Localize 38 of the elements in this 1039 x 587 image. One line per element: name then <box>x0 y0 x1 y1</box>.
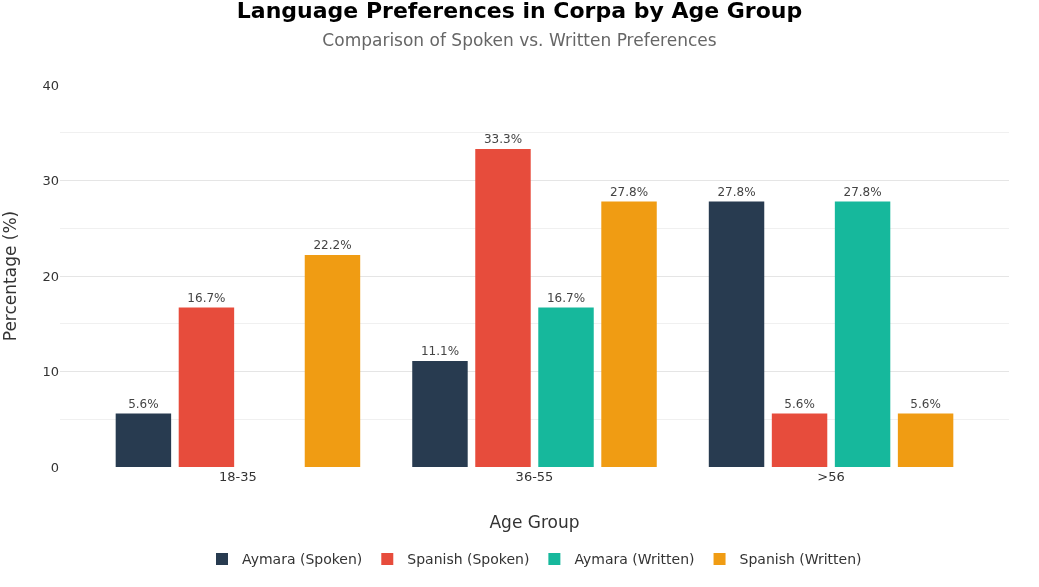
data-label: 5.6% <box>910 396 941 411</box>
bar <box>771 413 828 467</box>
bar <box>412 361 468 467</box>
legend-label: Aymara (Spoken) <box>242 551 363 568</box>
y-tick-label: 0 <box>50 459 59 475</box>
y-tick-label: 10 <box>42 364 59 380</box>
bar <box>708 201 765 467</box>
bar <box>178 307 235 467</box>
bar <box>115 413 172 467</box>
data-label: 11.1% <box>420 344 460 358</box>
data-label: 5.6% <box>128 396 159 411</box>
chart-subtitle: Comparison of Spoken vs. Written Preferences <box>322 30 717 51</box>
data-label: 27.8% <box>609 184 649 199</box>
legend-label: Spanish (Written) <box>739 551 862 568</box>
legend-label: Spanish (Spoken) <box>407 551 530 568</box>
y-tick-label: 20 <box>42 268 59 284</box>
x-tick-label: >56 <box>817 469 845 484</box>
bar <box>897 413 954 467</box>
data-label: 16.7% <box>546 290 586 305</box>
chart-title: Language Preferences in Corpa by Age Group <box>236 0 803 23</box>
bar <box>834 201 891 467</box>
y-axis-title: Percentage (%) <box>0 210 20 342</box>
data-label: 5.6% <box>784 396 815 411</box>
data-label: 16.7% <box>187 290 226 305</box>
legend-label: Aymara (Written) <box>574 551 695 568</box>
bar <box>475 148 531 467</box>
bar <box>538 307 594 467</box>
y-tick-label: 30 <box>42 173 59 189</box>
data-label: 27.8% <box>843 184 882 199</box>
x-axis-title: Age Group <box>489 512 580 532</box>
x-tick-label: 18-35 <box>219 469 257 484</box>
data-label: 27.8% <box>717 184 756 199</box>
data-label: 33.3% <box>483 131 523 146</box>
bar <box>304 254 361 467</box>
data-label: 22.2% <box>313 237 352 252</box>
y-tick-label: 40 <box>42 77 59 93</box>
x-tick-label: 36-55 <box>515 469 554 484</box>
bar <box>601 201 657 467</box>
